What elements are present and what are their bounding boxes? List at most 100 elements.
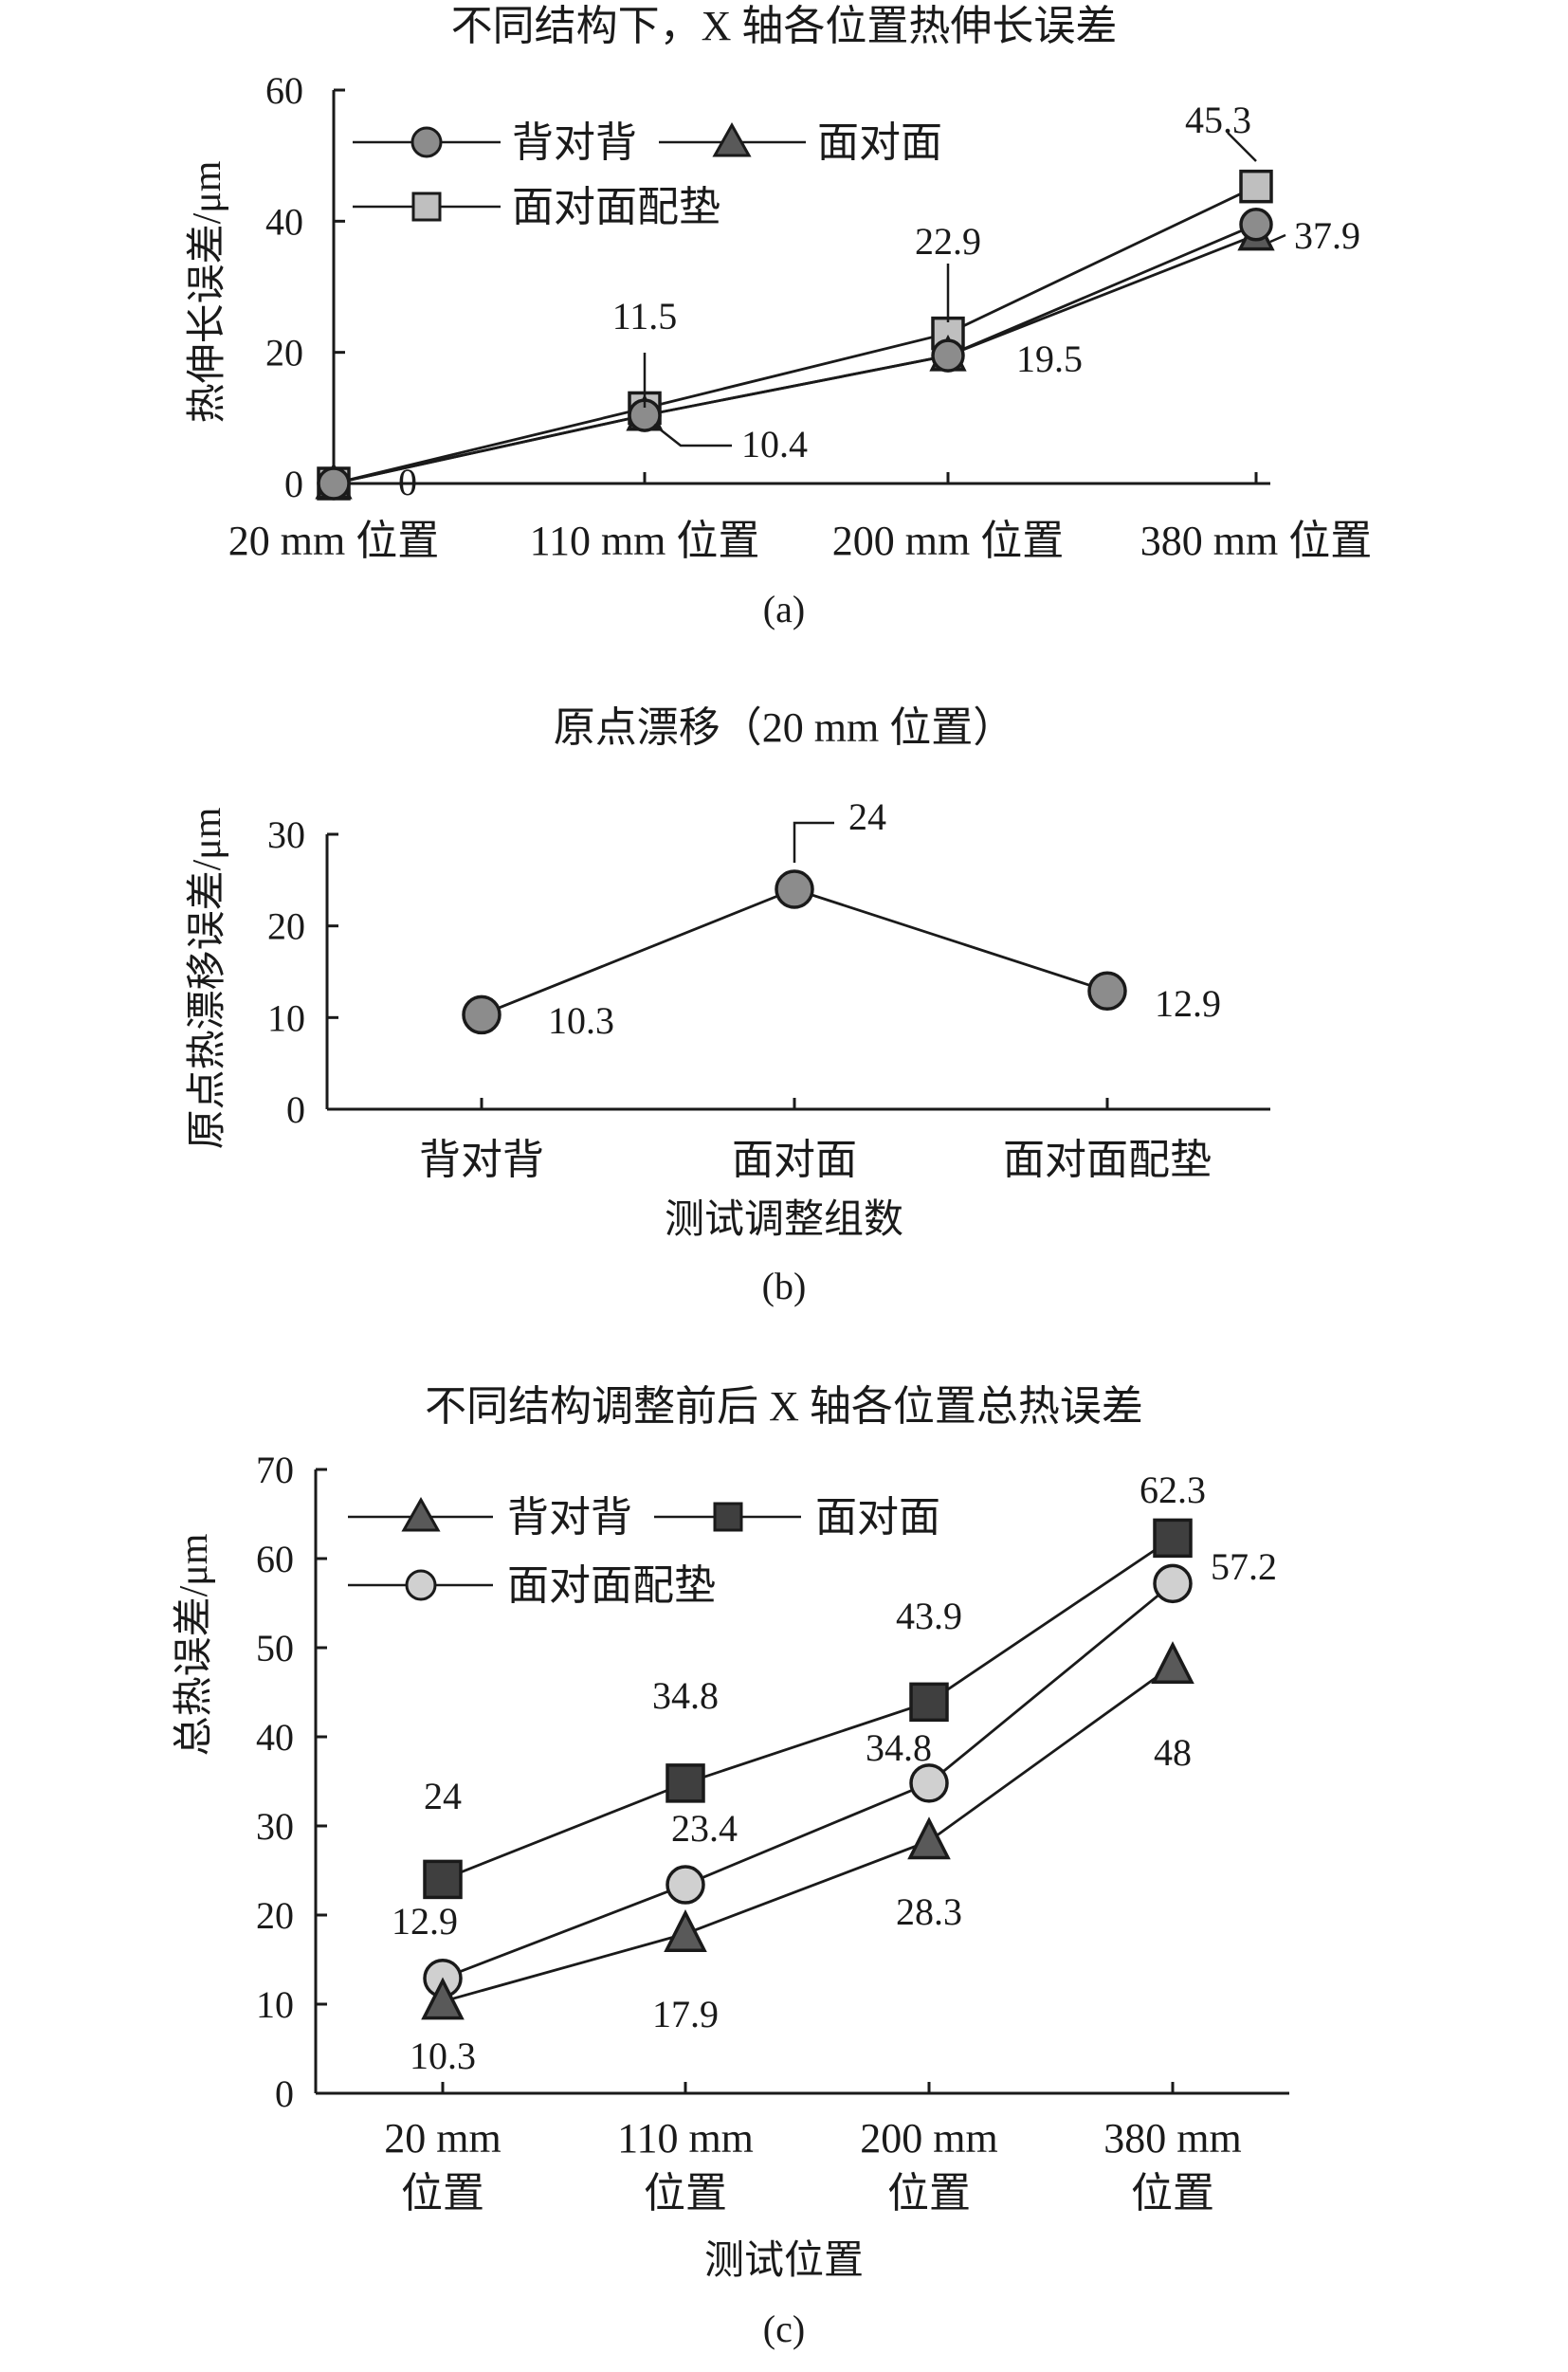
chart-b-xlabel: 测试调整组数: [665, 1198, 903, 1242]
chart-c-category-label: 位置: [401, 2170, 484, 2217]
chart-c-label-28-3: 28.3: [896, 1890, 962, 1933]
chart-c-label-34-8-a: 34.8: [652, 1674, 719, 1717]
chart-c-label-57-2: 57.2: [1211, 1545, 1277, 1588]
chart-c-series-3-point: [1153, 1563, 1193, 1604]
chart-c-category-label: 位置: [644, 2170, 727, 2217]
chart-a-label-11-5: 11.5: [612, 295, 678, 338]
chart-c-ytick-label: 60: [256, 1538, 294, 1580]
chart-c-title: 不同结构调整前后 X 轴各位置总热误差: [425, 1383, 1143, 1430]
chart-c-category-label: 位置: [1131, 2170, 1214, 2217]
chart-c-ytick-label: 0: [275, 2072, 294, 2115]
chart-a-category-label: 110 mm 位置: [530, 518, 760, 564]
chart-a-ytick-label: 0: [284, 463, 303, 505]
chart-b-series-1-point: [775, 869, 814, 909]
chart-c-series-2-point: [665, 1763, 705, 1803]
chart-c-xlabel: 测试位置: [704, 2238, 864, 2283]
chart-c-label-23-4: 23.4: [671, 1807, 738, 1850]
chart-b-y-axis-label: 原点热漂移误差/μm: [186, 807, 229, 1149]
chart-b-label-10-3: 10.3: [548, 999, 614, 1042]
chart-b-label-12-9: 12.9: [1155, 982, 1221, 1025]
legend-a-label-3: 面对面配垫: [512, 184, 720, 230]
legend-a-square-marker: [411, 192, 442, 222]
chart-c-category-label: 110 mm: [617, 2115, 754, 2162]
chart-b-ylabel: 原点热漂移误差/μm: [186, 807, 229, 1149]
chart-b-ytick-label: 30: [267, 813, 305, 856]
chart-c-series-2-point: [423, 1859, 463, 1900]
chart-a-leader-10-4: [653, 424, 732, 447]
chart-c-label-48: 48: [1154, 1731, 1192, 1774]
chart-a-ylabel: 热伸长误差/μm: [186, 160, 229, 423]
chart-c-category-label: 380 mm: [1103, 2115, 1241, 2162]
chart-a-series-2-line: [333, 233, 1257, 485]
legend-c-circle-marker: [405, 1569, 437, 1601]
chart-c-ytick-label: 20: [256, 1894, 294, 1937]
chart-a-series-1-point: [1239, 208, 1273, 242]
chart-a-y-axis-label: 热伸长误差/μm: [186, 160, 229, 423]
chart-b-category-label: 面对面: [732, 1137, 857, 1183]
legend-a-triangle-marker: [712, 121, 752, 157]
chart-b-label-24: 24: [848, 795, 886, 838]
chart-b-ytick-label: 20: [267, 905, 305, 948]
chart-a-legend: 背对背 面对面 面对面配垫: [353, 119, 942, 230]
chart-a-series-1-point: [317, 466, 351, 501]
chart-a-label-22-9: 22.9: [915, 220, 981, 263]
chart-a-title: 不同结构下，X 轴各位置热伸长误差: [451, 3, 1118, 49]
chart-b-ytick-label: 10: [267, 996, 305, 1039]
chart-b-category-label: 面对面配垫: [1003, 1137, 1212, 1183]
chart-c-series-3-line: [442, 1582, 1174, 1980]
chart-c-ytick-label: 40: [256, 1716, 294, 1759]
chart-c-series-2-point: [1153, 1518, 1193, 1559]
chart-c-category-label: 位置: [887, 2170, 971, 2217]
chart-a-leader-37-9: [1269, 233, 1286, 244]
chart-a-label-19-5: 19.5: [1016, 338, 1083, 380]
chart-a-series-1-point: [931, 338, 965, 373]
chart-c-ytick-label: 30: [256, 1805, 294, 1848]
chart-a-leader-45-3: [1227, 132, 1257, 162]
chart-a-label-0: 0: [398, 461, 417, 503]
chart-a-ytick-label: 20: [265, 332, 303, 374]
chart-a-label-10-4: 10.4: [741, 423, 808, 465]
chart-c-label-62-3: 62.3: [1140, 1469, 1206, 1511]
chart-c-legend: 背对背 面对面 面对面配垫: [348, 1494, 940, 1609]
chart-c-y-axis-label: 总热误差/μm: [173, 1533, 216, 1756]
legend-c-square-marker: [713, 1502, 743, 1532]
legend-c-triangle-marker: [401, 1496, 441, 1532]
chart-c-series-3-point: [909, 1763, 949, 1803]
chart-a-series-3-point: [1239, 169, 1273, 204]
chart-c-ylabel: 总热误差/μm: [173, 1533, 216, 1756]
chart-c-category-label: 20 mm: [384, 2115, 501, 2162]
chart-a-ytick-label: 60: [265, 69, 303, 112]
chart-a-series-3-line: [333, 185, 1257, 485]
panel-b: 原点漂移（20 mm 位置） 原点热漂移误差/μm 0 10 20 30 背对背 面对面…: [186, 704, 1270, 1307]
chart-b-category-label: 背对背: [419, 1137, 544, 1183]
chart-c-series-1-point: [421, 1977, 465, 2020]
legend-c-label-2: 面对面: [815, 1494, 940, 1541]
chart-c-caption: (c): [763, 2308, 805, 2350]
chart-b-leader-24: [793, 821, 834, 863]
chart-b-series-1-point: [462, 994, 501, 1035]
chart-c-label-43-9: 43.9: [896, 1595, 962, 1637]
chart-b-series-1-point: [1087, 971, 1127, 1012]
chart-b-ytick-label: 0: [286, 1088, 305, 1131]
chart-c-label-34-8-b: 34.8: [866, 1726, 932, 1769]
chart-a-ytick-label: 40: [265, 200, 303, 243]
legend-a-label-2: 面对面: [817, 119, 942, 166]
chart-a-category-label: 200 mm 位置: [832, 518, 1064, 564]
chart-c-series-3-point: [665, 1865, 705, 1905]
chart-c-label-24: 24: [424, 1775, 462, 1817]
chart-c-ytick-label: 10: [256, 1983, 294, 2026]
chart-c-series-1-line: [442, 1664, 1174, 2003]
chart-c-label-17-9: 17.9: [652, 1993, 719, 2035]
chart-a-label-37-9: 37.9: [1294, 214, 1360, 257]
chart-a-label-45-3: 45.3: [1185, 99, 1251, 141]
chart-c-series-2-point: [909, 1682, 949, 1723]
chart-c-label-10-3: 10.3: [410, 2034, 476, 2077]
legend-a-label-1: 背对背: [512, 119, 637, 166]
panel-a: 不同结构下，X 轴各位置热伸长误差 热伸长误差/μm 0 20 40 60 20 mm…: [186, 3, 1372, 630]
legend-c-label-3: 面对面配垫: [507, 1562, 716, 1609]
chart-b-title: 原点漂移（20 mm 位置）: [554, 704, 1014, 751]
chart-c-ytick-label: 50: [256, 1627, 294, 1670]
chart-c-ytick-label: 70: [256, 1449, 294, 1491]
chart-a-category-label: 380 mm 位置: [1140, 518, 1372, 564]
